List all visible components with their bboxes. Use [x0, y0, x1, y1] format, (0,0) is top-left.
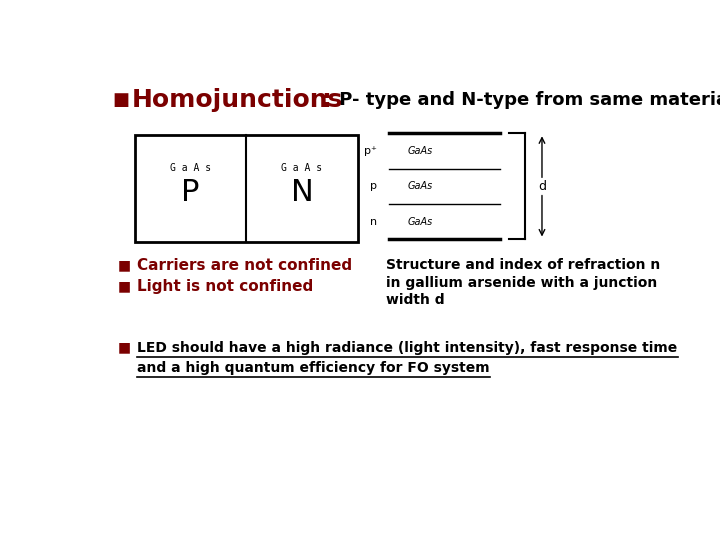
Text: p: p [370, 181, 377, 191]
Text: G a A s: G a A s [282, 163, 323, 173]
Text: p⁺: p⁺ [364, 146, 377, 156]
Text: Homojunctions: Homojunctions [132, 88, 343, 112]
Text: Light is not confined: Light is not confined [138, 279, 314, 294]
Text: N: N [291, 178, 313, 207]
Text: ■: ■ [112, 91, 130, 109]
Text: GaAs: GaAs [408, 181, 433, 191]
Text: P: P [181, 178, 199, 207]
Text: G a A s: G a A s [170, 163, 211, 173]
Text: LED should have a high radiance (light intensity), fast response time: LED should have a high radiance (light i… [138, 341, 678, 355]
Text: GaAs: GaAs [408, 146, 433, 156]
Text: P- type and N-type from same material: P- type and N-type from same material [333, 91, 720, 109]
Bar [135, 136, 358, 241]
Text: :: : [322, 88, 331, 112]
Text: ■: ■ [118, 258, 131, 272]
Text: and a high quantum efficiency for FO system: and a high quantum efficiency for FO sys… [138, 361, 490, 375]
Text: d: d [538, 180, 546, 193]
Text: ■: ■ [118, 279, 131, 293]
Text: GaAs: GaAs [408, 217, 433, 227]
Text: n: n [370, 217, 377, 227]
Text: Structure and index of refraction n: Structure and index of refraction n [386, 258, 660, 272]
Text: Carriers are not confined: Carriers are not confined [138, 258, 353, 273]
Text: width d: width d [386, 293, 444, 307]
Text: in gallium arsenide with a junction: in gallium arsenide with a junction [386, 276, 657, 289]
Text: ■: ■ [118, 341, 131, 355]
